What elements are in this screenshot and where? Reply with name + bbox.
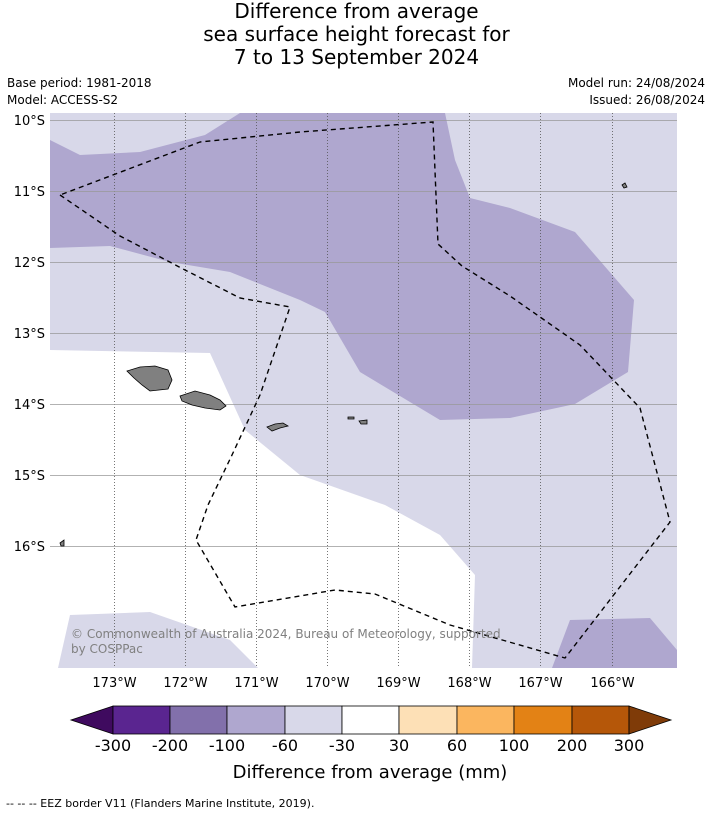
colorbar-tick-100: 100 <box>499 736 530 755</box>
model-run: Model run: 24/08/2024 <box>567 76 705 90</box>
upolu-island <box>179 390 227 411</box>
title-line-3: 7 to 13 September 2024 <box>233 45 480 69</box>
colorbar-title: Difference from average (mm) <box>233 762 508 783</box>
lon-label-171w: 171°W <box>234 676 278 691</box>
land-islands <box>59 182 628 547</box>
lon-label-172w: 172°W <box>163 676 207 691</box>
colorbar-tick-200: 200 <box>557 736 588 755</box>
tutuila-island <box>266 422 290 432</box>
colorbar-tick-60: 60 <box>447 736 467 755</box>
colorbar-segment-minus300-200 <box>112 705 171 735</box>
near-average-region <box>50 350 475 668</box>
copyright-line-1: © Commonwealth of Australia 2024, Bureau… <box>71 627 501 641</box>
colorbar-tick-300: 300 <box>614 736 645 755</box>
eez-border <box>58 121 671 659</box>
title-line-2: sea surface height forecast for <box>203 22 510 46</box>
lon-label-173w: 173°W <box>92 676 136 691</box>
colorbar-segment-minus200-100 <box>169 705 228 735</box>
lon-label-166w: 166°W <box>590 676 634 691</box>
copyright-line-2: by COSPPac <box>71 642 143 656</box>
savaii-island <box>126 365 173 392</box>
colorbar-extend-low <box>69 705 114 735</box>
colorbar-segment-200-300 <box>571 705 630 735</box>
tau-island <box>358 419 368 425</box>
colorbar-tick-minus100: -100 <box>209 736 245 755</box>
sea-level-patch-lower-right <box>552 618 677 668</box>
colorbar-segment-100-200 <box>513 705 573 735</box>
latitude-gridlines <box>50 120 677 547</box>
lon-label-170w: 170°W <box>305 676 349 691</box>
colorbar-tick-minus200: -200 <box>152 736 188 755</box>
lon-label-169w: 169°W <box>376 676 420 691</box>
lon-label-168w: 168°W <box>447 676 491 691</box>
issued-date: Issued: 26/08/2024 <box>589 93 705 107</box>
colorbar-tick-minus30: -30 <box>329 736 355 755</box>
latitude-labels: 10°S 11°S 12°S 13°S 14°S 15°S 16°S <box>14 114 45 555</box>
lat-label-10s: 10°S <box>14 114 45 129</box>
colorbar-tick-minus300: -300 <box>95 736 131 755</box>
colorbar-tick-minus60: -60 <box>272 736 298 755</box>
sea-level-patch-lower-left <box>58 612 258 668</box>
islet-west <box>59 539 65 547</box>
lat-label-12s: 12°S <box>14 256 45 271</box>
colorbar: -300 -200 -100 -60 -30 30 60 100 200 300… <box>69 705 673 783</box>
colorbar-segment-60-100 <box>456 705 515 735</box>
sea-level-patch-top-left <box>50 113 240 155</box>
swains-island <box>621 182 628 189</box>
longitude-labels: 173°W 172°W 171°W 170°W 169°W 168°W 167°… <box>92 676 634 691</box>
lat-label-15s: 15°S <box>14 469 45 484</box>
ofu-island <box>347 416 355 420</box>
sea-level-band-minus60-100 <box>50 113 634 420</box>
lat-label-14s: 14°S <box>14 398 45 413</box>
base-period: Base period: 1981-2018 <box>7 76 152 90</box>
colorbar-segment-minus60-30 <box>284 705 343 735</box>
colorbar-tick-30: 30 <box>389 736 409 755</box>
lon-label-167w: 167°W <box>518 676 562 691</box>
colorbar-extend-high <box>628 705 673 735</box>
colorbar-segment-minus100-60 <box>226 705 286 735</box>
colorbar-segment-minus30-30 <box>341 705 400 735</box>
map-panel: © Commonwealth of Australia 2024, Bureau… <box>50 113 677 668</box>
lat-label-13s: 13°S <box>14 327 45 342</box>
lat-label-16s: 16°S <box>14 540 45 555</box>
title-line-1: Difference from average <box>234 0 479 23</box>
colorbar-segment-30-60 <box>398 705 458 735</box>
model-name: Model: ACCESS-S2 <box>7 93 119 107</box>
eez-footer-note: -- -- -- EEZ border V11 (Flanders Marine… <box>6 797 315 810</box>
lat-label-11s: 11°S <box>14 185 45 200</box>
longitude-gridlines <box>114 113 613 668</box>
